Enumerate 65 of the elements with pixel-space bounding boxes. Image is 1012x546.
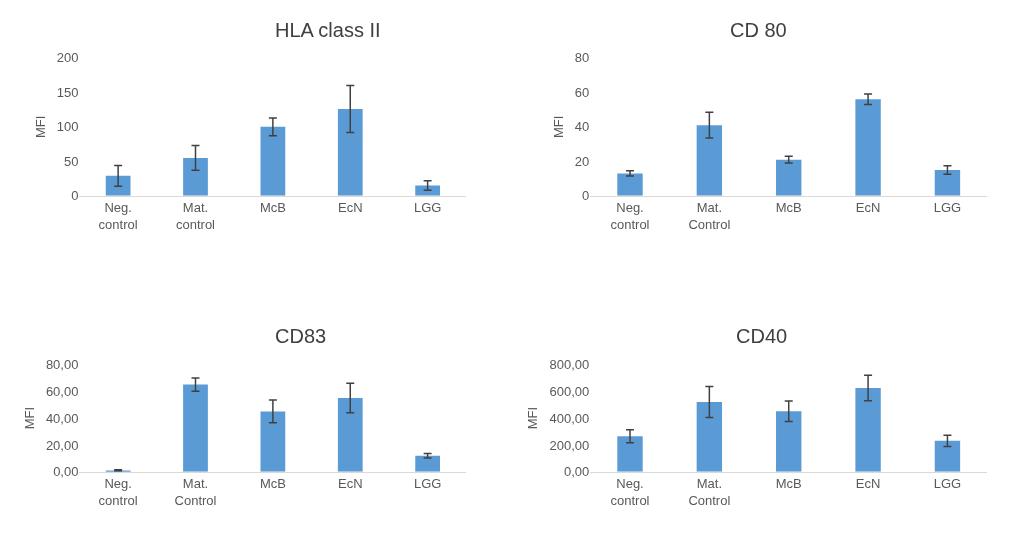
chart-title: CD 80 <box>730 19 787 41</box>
x-tick-label: EcN <box>855 200 881 216</box>
bar <box>855 387 881 472</box>
chart-title: CD40 <box>736 325 788 347</box>
y-tick-label: 200 <box>56 50 79 66</box>
x-tick-label: McB <box>775 200 802 216</box>
y-axis-title: MFI <box>21 406 37 430</box>
y-tick-label: 60,00 <box>45 383 79 399</box>
bar <box>260 411 286 472</box>
bar <box>183 384 208 472</box>
x-tick-label: EcN <box>337 476 363 492</box>
x-tick-label: McB <box>259 200 286 216</box>
y-axis-title: MFI <box>550 115 566 139</box>
y-tick-label: 0,00 <box>53 464 79 480</box>
bar <box>617 436 643 472</box>
bar <box>337 108 363 196</box>
bar <box>776 159 802 196</box>
y-tick-label: 0,00 <box>564 464 590 480</box>
y-tick-label: 800,00 <box>549 357 590 373</box>
x-tick-label: Mat. Control <box>688 200 731 233</box>
x-tick-label: Mat. Control <box>688 476 731 509</box>
x-tick-label: Mat. control <box>175 200 216 233</box>
x-tick-label: LGG <box>413 200 442 216</box>
y-tick-label: 40 <box>574 119 590 135</box>
x-tick-label: McB <box>259 476 286 492</box>
y-tick-label: 0 <box>582 188 590 204</box>
x-tick-label: Neg. control <box>610 200 650 233</box>
y-tick-label: 20 <box>574 153 590 169</box>
x-tick-label: EcN <box>337 200 363 216</box>
y-tick-label: 80,00 <box>45 357 79 373</box>
bar <box>260 126 286 196</box>
y-axis-title: MFI <box>525 406 541 430</box>
y-tick-label: 40,00 <box>45 410 79 426</box>
y-tick-label: 50 <box>63 153 79 169</box>
bar <box>934 169 961 196</box>
y-tick-label: 80 <box>574 50 590 66</box>
bar <box>776 411 802 472</box>
x-tick-label: Neg. control <box>98 200 138 233</box>
x-tick-label: EcN <box>855 476 881 492</box>
chart-title: HLA class II <box>275 19 381 41</box>
y-tick-label: 100 <box>56 119 79 135</box>
y-tick-label: 400,00 <box>549 410 590 426</box>
bar <box>696 402 723 472</box>
y-tick-label: 200,00 <box>549 437 590 453</box>
y-tick-label: 60 <box>574 84 590 100</box>
x-tick-label: Mat. Control <box>174 476 217 509</box>
x-tick-label: LGG <box>933 200 962 216</box>
bar <box>855 99 881 196</box>
y-tick-label: 20,00 <box>45 437 79 453</box>
y-tick-label: 150 <box>56 84 79 100</box>
bar <box>415 455 441 472</box>
y-tick-label: 600,00 <box>549 383 590 399</box>
bar <box>337 398 363 472</box>
bar <box>696 125 723 196</box>
chart-title: CD83 <box>275 325 327 347</box>
x-tick-label: McB <box>775 476 802 492</box>
bar <box>617 173 643 196</box>
bar <box>934 440 961 472</box>
y-tick-label: 0 <box>71 188 79 204</box>
x-tick-label: LGG <box>413 476 442 492</box>
y-axis-title: MFI <box>32 115 48 139</box>
x-tick-label: Neg. control <box>98 476 138 509</box>
x-tick-label: LGG <box>933 476 962 492</box>
bar <box>183 157 208 196</box>
x-tick-label: Neg. control <box>610 476 650 509</box>
